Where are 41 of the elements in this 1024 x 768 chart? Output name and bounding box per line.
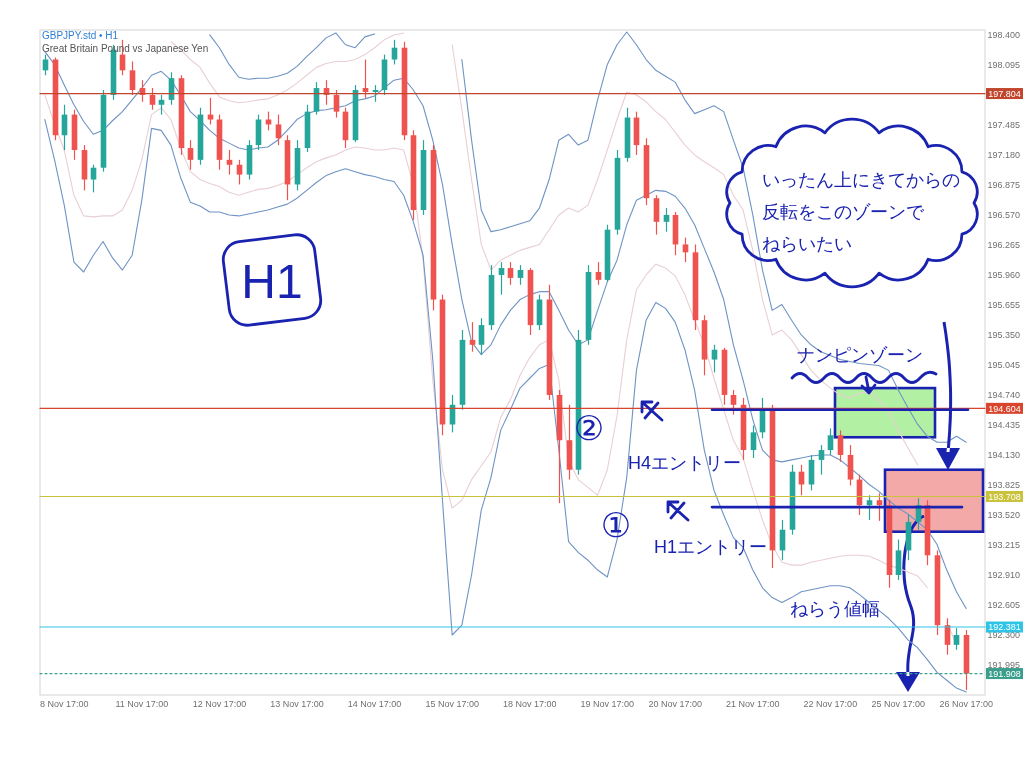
x-tick: 26 Nov 17:00 xyxy=(939,699,993,709)
y-tick: 195.350 xyxy=(987,330,1020,341)
x-tick: 15 Nov 17:00 xyxy=(425,699,479,709)
x-tick: 25 Nov 17:00 xyxy=(871,699,926,709)
y-tick: 196.875 xyxy=(987,180,1020,191)
y-tick: 191.995 xyxy=(987,660,1020,671)
annotation: いったん上にきてからの反転をこのゾーンでねらいたい xyxy=(762,170,960,254)
y-tick: 197.485 xyxy=(987,120,1020,131)
y-tick: 196.570 xyxy=(987,210,1020,221)
y-tick: 195.655 xyxy=(987,300,1020,311)
x-tick: 12 Nov 17:00 xyxy=(192,699,247,709)
y-tick: 192.300 xyxy=(987,630,1020,641)
x-tick: 11 Nov 17:00 xyxy=(115,699,169,709)
title: GBPJPY.std • H1 xyxy=(42,30,119,41)
x-tick: 22 Nov 17:00 xyxy=(803,699,858,709)
y-tick: 198.400 xyxy=(987,30,1020,41)
x-tick: 14 Nov 17:00 xyxy=(347,699,402,709)
annotation: ねらう値幅 xyxy=(790,599,880,619)
y-tick: 192.910 xyxy=(987,570,1020,581)
x-tick: 8 Nov 17:00 xyxy=(39,699,89,709)
annotation: ① xyxy=(600,506,632,544)
y-tick: 193.825 xyxy=(987,480,1020,491)
y-tick: 195.045 xyxy=(987,360,1020,371)
annotation: H1エントリー xyxy=(654,537,767,557)
y-tick: 194.740 xyxy=(987,390,1020,401)
annotation: H4エントリー xyxy=(628,453,741,473)
y-tick: 198.095 xyxy=(987,60,1020,71)
y-tick: 194.435 xyxy=(987,420,1020,431)
y-tick: 193.520 xyxy=(987,510,1020,521)
x-tick: 21 Nov 17:00 xyxy=(726,699,780,709)
y-tick: 196.265 xyxy=(987,240,1020,251)
y-tick: 195.960 xyxy=(987,270,1020,281)
annotation: H1 xyxy=(241,255,303,308)
y-tick: 197.180 xyxy=(987,150,1020,161)
x-tick: 20 Nov 17:00 xyxy=(648,699,702,709)
y-tick: 194.130 xyxy=(987,450,1020,461)
x-tick: 19 Nov 17:00 xyxy=(580,699,635,709)
y-tick: 192.605 xyxy=(987,600,1020,611)
y-tick: 193.215 xyxy=(987,540,1020,551)
x-tick: 13 Nov 17:00 xyxy=(270,699,324,709)
x-tick: 18 Nov 17:00 xyxy=(502,699,557,709)
